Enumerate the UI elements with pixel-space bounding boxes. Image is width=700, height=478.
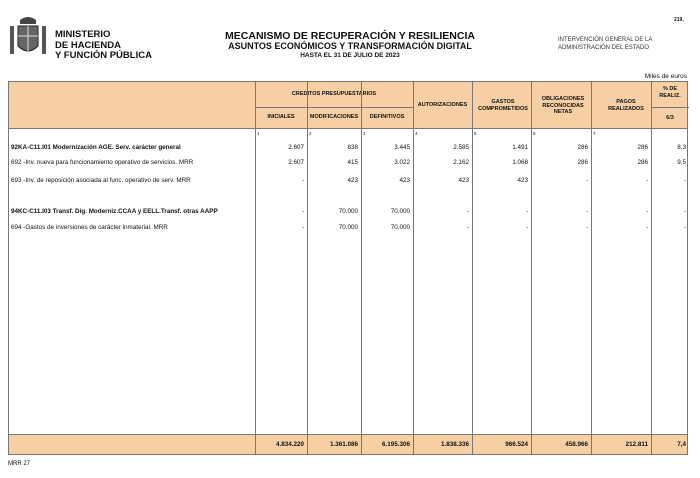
cell-value: 286: [637, 144, 648, 151]
cell-value: 70.000: [338, 224, 358, 231]
cell-value: 70.000: [390, 208, 410, 215]
cell-value: -: [683, 224, 686, 231]
cell-value: 3.022: [394, 159, 410, 166]
cell-value: 9,5: [677, 159, 686, 166]
cell-value: 423: [347, 177, 358, 184]
page-number: 219.: [674, 17, 684, 23]
cell-value: 2.607: [288, 159, 304, 166]
cell-value: -: [683, 208, 686, 215]
cell-value: -: [301, 177, 304, 184]
units-label: Miles de euros: [644, 73, 687, 80]
ig-line: INTERVENCIÓN GENERAL DE LA: [558, 37, 653, 43]
intervencion-general: INTERVENCIÓN GENERAL DE LA ADMINISTRACIÓ…: [558, 37, 652, 52]
row-description: 692 -Inv. nueva para funcionamiento oper…: [11, 159, 194, 166]
cell-value: -: [301, 208, 304, 215]
cell-value: -: [645, 177, 648, 184]
total-value: 1.361.086: [329, 441, 358, 448]
pct-formula: 6/3: [666, 115, 674, 121]
cell-value: 3.445: [394, 144, 410, 151]
col-pct: % DE REALIZ.: [659, 86, 681, 99]
col-definitivos: DEFINITIVOS: [369, 114, 405, 120]
cell-value: -: [466, 208, 469, 215]
total-value: 458.966: [565, 441, 588, 448]
cell-value: 70.000: [390, 224, 410, 231]
col-iniciales: INICIALES: [267, 114, 295, 120]
col-gastos: GASTOS COMPROMETIDOS: [478, 99, 528, 112]
totals-row: 4.834.220 1.361.086 6.195.306 1.838.336 966.…: [9, 434, 687, 454]
total-value: 1.838.336: [440, 441, 469, 448]
column-number: 4: [415, 131, 418, 136]
table-row: 94KC-C11.I03 Transf. Dig. Moderniz.CCAA …: [9, 206, 687, 218]
cell-value: 1.491: [512, 144, 528, 151]
cell-value: 415: [347, 159, 358, 166]
coat-of-arms-logo: [10, 17, 46, 54]
report-date: HASTA EL 31 DE JULIO DE 2023: [300, 52, 400, 59]
row-description: 694 -Gastos de inversiones de carácter i…: [11, 224, 168, 231]
column-number: 1: [257, 131, 260, 136]
column-number: 7: [593, 131, 596, 136]
table-row: 694 -Gastos de inversiones de carácter i…: [9, 222, 687, 234]
ministry-line: Y FUNCIÓN PÚBLICA: [55, 50, 152, 61]
cell-value: 423: [517, 177, 528, 184]
ig-line: ADMINISTRACIÓN DEL ESTADO: [558, 44, 650, 51]
cell-value: -: [525, 208, 528, 215]
report-title: MECANISMO DE RECUPERACIÓN Y RESILIENCIA: [225, 30, 475, 42]
col-obligaciones: OBLIGACIONES RECONOCIDAS NETAS: [541, 96, 585, 115]
ministry-name: MINISTERIO DE HACIENDA Y FUNCIÓN PÚBLICA: [55, 29, 152, 62]
cell-value: 286: [577, 159, 588, 166]
row-description: 94KC-C11.I03 Transf. Dig. Moderniz.CCAA …: [11, 208, 218, 215]
column-number: 3: [363, 131, 366, 136]
total-value: 212.811: [625, 441, 648, 448]
col-autorizaciones: AUTORIZACIONES: [417, 102, 468, 108]
cell-value: -: [645, 224, 648, 231]
cell-value: -: [585, 224, 588, 231]
column-number: 6: [533, 131, 536, 136]
col-modificaciones: MODIFICACIONES: [309, 114, 359, 120]
cell-value: 2.607: [288, 144, 304, 151]
cell-value: -: [466, 224, 469, 231]
column-number: 2: [309, 131, 312, 136]
cell-value: 1.068: [512, 159, 528, 166]
ministry-line: DE HACIENDA: [55, 39, 121, 51]
total-value: 7,4: [677, 441, 686, 448]
total-value: 966.524: [505, 441, 528, 448]
budget-table: CREDITOS PRESUPUESTARIOS INICIALES MODIF…: [8, 81, 689, 455]
cell-value: 2.585: [453, 144, 469, 151]
footer-code: MRR 27: [8, 461, 31, 467]
cell-value: -: [683, 177, 686, 184]
table-header: CREDITOS PRESUPUESTARIOS INICIALES MODIF…: [9, 82, 689, 129]
total-value: 6.195.306: [381, 441, 410, 448]
row-description: 693 -Inv. de reposición asociada al func…: [11, 177, 191, 184]
group-header: CREDITOS PRESUPUESTARIOS: [291, 91, 377, 97]
cell-value: 838: [347, 144, 358, 151]
cell-value: 8,3: [677, 144, 686, 151]
cell-value: 423: [399, 177, 410, 184]
report-subtitle: ASUNTOS ECONÓMICOS Y TRANSFORMACIÓN DIGI…: [228, 41, 472, 51]
total-value: 4.834.220: [275, 441, 304, 448]
cell-value: 70.000: [338, 208, 358, 215]
cell-value: 2.162: [453, 159, 469, 166]
table-row: 692 -Inv. nueva para funcionamiento oper…: [9, 157, 687, 169]
cell-value: -: [301, 224, 304, 231]
col-pagos: PAGOS REALIZADOS: [608, 99, 644, 112]
cell-value: 286: [577, 144, 588, 151]
cell-value: 423: [458, 177, 469, 184]
cell-value: 286: [637, 159, 648, 166]
cell-value: -: [645, 208, 648, 215]
column-number: 5: [474, 131, 477, 136]
cell-value: -: [585, 208, 588, 215]
cell-value: -: [525, 224, 528, 231]
ministry-line: MINISTERIO: [55, 29, 111, 40]
cell-value: -: [585, 177, 588, 184]
row-description: 92KA-C11.I01 Modernización AGE. Serv. ca…: [11, 144, 181, 151]
table-row: 693 -Inv. de reposición asociada al func…: [9, 175, 687, 187]
table-row: 92KA-C11.I01 Modernización AGE. Serv. ca…: [9, 142, 687, 154]
